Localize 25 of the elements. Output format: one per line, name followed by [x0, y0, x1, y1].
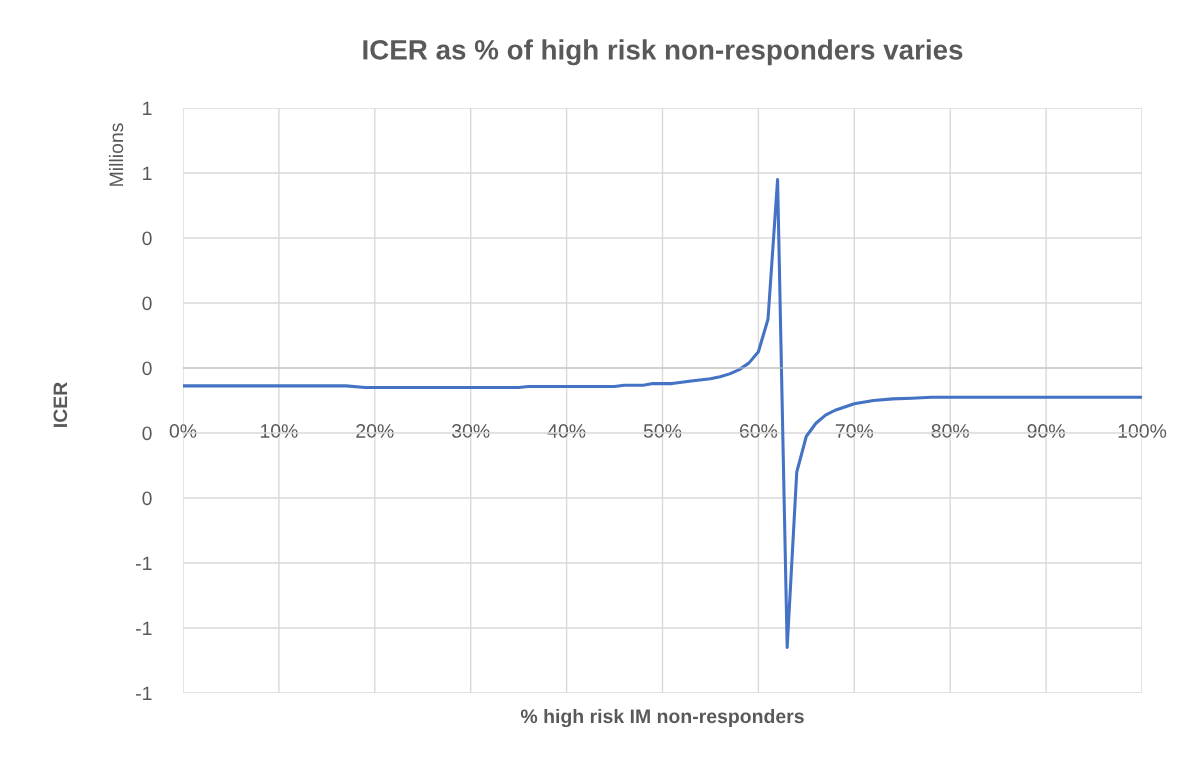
x-tick-label: 70% — [835, 424, 874, 438]
y-tick-label: 0 — [142, 361, 152, 376]
y-tick-label: -1 — [136, 621, 152, 636]
y-tick-label: 0 — [142, 491, 152, 506]
x-tick-label: 40% — [547, 424, 586, 438]
y-tick-label: 1 — [143, 166, 152, 181]
y-tick-label: -1 — [136, 686, 152, 701]
y-tick-label: 0 — [142, 426, 152, 441]
y-axis-title: ICER — [53, 382, 68, 427]
y-tick-label: 0 — [142, 296, 152, 311]
chart-title: ICER as % of high risk non-responders varies — [363, 39, 963, 66]
x-tick-label: 50% — [643, 424, 682, 438]
x-tick-label: 20% — [356, 424, 394, 438]
x-axis-title: % high risk IM non-responders — [520, 708, 804, 728]
x-tick-label: 10% — [260, 424, 298, 438]
x-tick-label: 60% — [739, 424, 778, 438]
text: Millions — [108, 123, 124, 186]
x-tick-label: 30% — [451, 424, 490, 438]
x-tick-label: 90% — [1027, 424, 1065, 438]
x-tick-label: 100% — [1118, 424, 1167, 438]
x-tick-label: 0% — [169, 424, 197, 438]
y-tick-label: -1 — [136, 556, 152, 571]
y-tick-label: 0 — [142, 231, 152, 246]
x-tick-label: 80% — [931, 424, 969, 438]
y-tick-label: 1 — [143, 101, 152, 116]
